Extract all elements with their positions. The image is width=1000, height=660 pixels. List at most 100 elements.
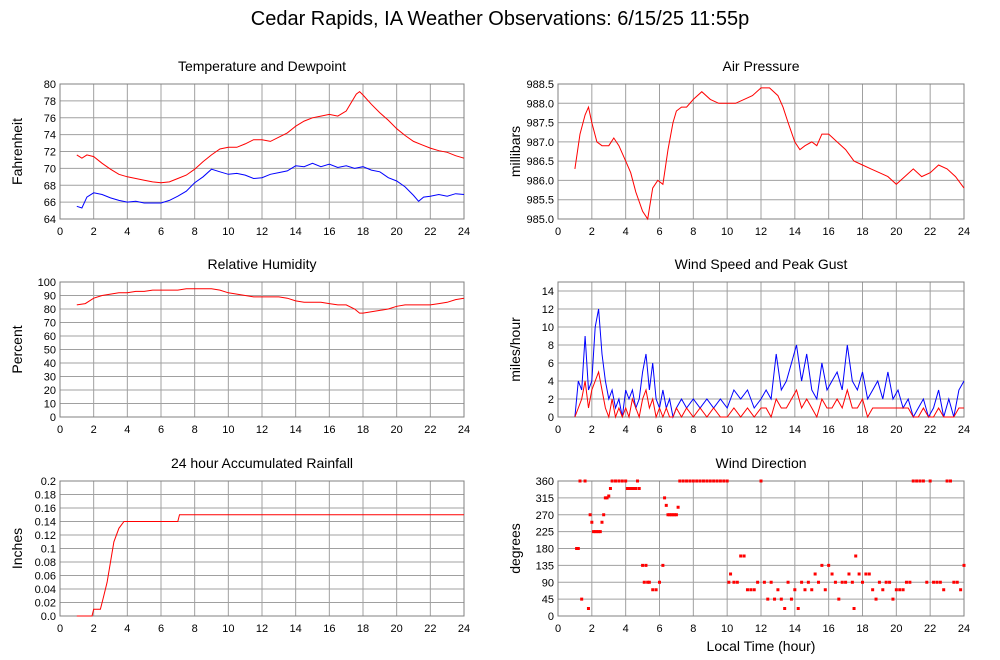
- data-point: [705, 479, 709, 483]
- x-tick-label: 2: [91, 424, 97, 436]
- data-point: [908, 580, 912, 584]
- data-point: [663, 496, 667, 500]
- data-point: [603, 496, 607, 500]
- data-point: [898, 588, 902, 592]
- data-point: [779, 597, 783, 601]
- data-point: [752, 588, 756, 592]
- x-tick-label: 8: [192, 424, 198, 436]
- x-tick-label: 12: [256, 424, 268, 436]
- data-point: [749, 588, 753, 592]
- data-point: [688, 479, 692, 483]
- data-point: [627, 487, 631, 490]
- y-tick-label: 987.5: [526, 118, 554, 130]
- y-tick-label: 0.16: [35, 503, 56, 515]
- x-tick-label: 12: [755, 623, 767, 635]
- data-point: [854, 554, 858, 558]
- y-tick-label: 80: [44, 79, 56, 91]
- data-point: [637, 487, 641, 490]
- y-axis-label: Inches: [9, 528, 25, 569]
- y-tick-label: 80: [44, 304, 56, 316]
- x-tick-label: 20: [890, 424, 902, 436]
- data-point: [793, 588, 797, 592]
- y-tick-label: 0.02: [35, 598, 56, 610]
- data-point: [676, 505, 680, 509]
- x-tick-label: 2: [589, 226, 595, 238]
- data-point: [644, 563, 648, 567]
- data-point: [786, 580, 790, 584]
- plot-frame: [557, 83, 965, 220]
- data-point: [712, 479, 716, 483]
- x-tick-label: 18: [856, 623, 868, 635]
- chart-title: Wind Speed and Peak Gust: [675, 256, 848, 272]
- x-tick-label: 6: [656, 424, 662, 436]
- data-point: [735, 580, 739, 584]
- data-point: [918, 479, 922, 483]
- x-tick-label: 10: [721, 226, 733, 238]
- data-point: [874, 597, 878, 601]
- y-tick-label: 78: [44, 96, 56, 108]
- y-tick-label: 70: [44, 163, 56, 175]
- data-point: [658, 580, 661, 584]
- x-tick-label: 10: [222, 623, 234, 635]
- plot-frame: [59, 83, 465, 220]
- x-tick-label: 14: [789, 226, 801, 238]
- data-point: [729, 572, 733, 576]
- data-point: [833, 580, 837, 584]
- data-point: [847, 572, 851, 576]
- data-point: [894, 588, 898, 592]
- data-point: [695, 479, 699, 483]
- data-point: [610, 479, 614, 483]
- chart-humidity: Relative Humidity01020304050607080901002…: [9, 256, 470, 436]
- data-point: [817, 580, 821, 584]
- x-tick-label: 12: [256, 623, 268, 635]
- data-point: [942, 588, 946, 592]
- data-point: [830, 572, 834, 576]
- y-axis-label: miles/hour: [507, 317, 523, 382]
- y-tick-label: 14: [542, 286, 554, 298]
- y-tick-label: 90: [44, 291, 56, 303]
- y-tick-label: 50: [44, 345, 56, 357]
- y-tick-label: 2: [548, 394, 554, 406]
- x-tick-label: 18: [357, 424, 369, 436]
- y-tick-label: 225: [536, 527, 554, 539]
- data-point: [871, 588, 875, 592]
- y-tick-label: 0.14: [35, 517, 56, 529]
- data-point: [850, 580, 854, 584]
- y-axis-label: degrees: [507, 523, 523, 574]
- y-tick-label: 20: [44, 385, 56, 397]
- x-tick-label: 24: [458, 424, 470, 436]
- data-point: [718, 479, 722, 483]
- y-axis-label: millibars: [507, 126, 523, 177]
- data-point: [608, 487, 612, 490]
- data-point: [727, 580, 731, 584]
- data-point: [955, 580, 959, 584]
- x-tick-label: 14: [789, 424, 801, 436]
- data-point: [762, 580, 766, 584]
- x-tick-label: 10: [721, 623, 733, 635]
- y-tick-label: 12: [542, 304, 554, 316]
- x-tick-label: 20: [391, 424, 403, 436]
- data-point: [759, 479, 763, 483]
- data-point: [867, 572, 871, 576]
- x-tick-label: 16: [823, 424, 835, 436]
- data-point: [576, 547, 580, 550]
- x-tick-label: 20: [890, 623, 902, 635]
- data-point: [783, 607, 787, 610]
- data-point: [715, 479, 719, 483]
- y-tick-label: 180: [536, 544, 554, 556]
- x-tick-label: 6: [158, 226, 164, 238]
- x-tick-label: 10: [222, 226, 234, 238]
- data-point: [820, 563, 824, 567]
- data-point: [796, 607, 800, 610]
- data-point: [827, 563, 831, 567]
- y-axis-label: Fahrenheit: [9, 118, 25, 185]
- x-tick-label: 8: [192, 623, 198, 635]
- y-tick-label: 90: [542, 577, 554, 589]
- data-point: [647, 580, 651, 584]
- data-point: [661, 563, 665, 567]
- x-tick-label: 10: [721, 424, 733, 436]
- data-point: [614, 479, 618, 483]
- series-line-1: [76, 514, 464, 617]
